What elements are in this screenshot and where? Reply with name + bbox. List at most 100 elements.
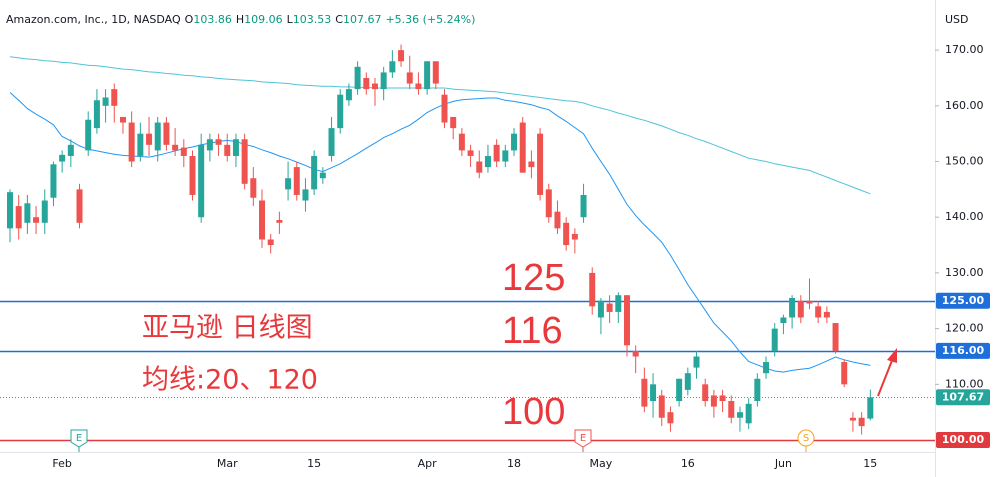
chart-header: Amazon.com, Inc., 1D, NASDAQ O103.86 H109.… bbox=[6, 13, 475, 26]
moving-average bbox=[9, 56, 871, 195]
candle-body bbox=[85, 119, 92, 151]
candle bbox=[623, 295, 630, 357]
annotation: 125 bbox=[502, 257, 565, 299]
candle bbox=[59, 150, 66, 173]
candle-body bbox=[15, 206, 22, 229]
candle bbox=[198, 133, 205, 223]
candle bbox=[163, 116, 170, 151]
price-label-box bbox=[936, 292, 990, 309]
candle-body bbox=[597, 300, 604, 318]
candle-body bbox=[415, 83, 422, 90]
candle bbox=[476, 150, 483, 179]
candle bbox=[632, 345, 639, 374]
candle-body bbox=[319, 172, 326, 179]
annotation: 100 bbox=[502, 391, 565, 433]
candle-body bbox=[276, 220, 283, 223]
x-tick-label: Mar bbox=[217, 457, 238, 470]
annotation: 均线:20、120 bbox=[142, 365, 318, 396]
x-tick-label: Feb bbox=[52, 457, 71, 470]
candle-body bbox=[745, 403, 752, 424]
candle-body bbox=[345, 89, 352, 101]
candle bbox=[493, 139, 500, 168]
candle-body bbox=[641, 378, 648, 407]
candle bbox=[302, 178, 309, 212]
y-tick-label: 170.00 bbox=[945, 43, 984, 56]
candle bbox=[528, 150, 535, 179]
candle bbox=[259, 189, 266, 248]
x-tick-label: Apr bbox=[418, 457, 438, 470]
event-badge bbox=[574, 429, 592, 448]
candle bbox=[67, 139, 74, 168]
candle-body bbox=[398, 50, 405, 62]
candle bbox=[597, 297, 604, 335]
candle-body bbox=[571, 233, 578, 240]
candle bbox=[441, 89, 448, 129]
price-label: 116.00 bbox=[942, 344, 985, 357]
event-badge bbox=[797, 429, 815, 447]
candle-body bbox=[511, 133, 518, 151]
candle-body bbox=[554, 211, 561, 229]
candle-body bbox=[823, 311, 830, 318]
candle bbox=[554, 200, 561, 234]
candle-body bbox=[180, 147, 187, 156]
candle-body bbox=[832, 323, 839, 351]
candle bbox=[615, 292, 622, 324]
candle bbox=[276, 211, 283, 234]
change-value: +5.36 (+5.24%) bbox=[385, 13, 475, 26]
close-label: C bbox=[335, 13, 343, 26]
x-tick-label: 16 bbox=[681, 457, 695, 470]
candle bbox=[458, 128, 465, 156]
candle-body bbox=[363, 77, 370, 90]
candle-body bbox=[849, 417, 856, 421]
candle-body bbox=[467, 150, 474, 156]
candle-body bbox=[215, 139, 222, 145]
candle bbox=[571, 228, 578, 254]
candle bbox=[311, 150, 318, 195]
candle-body bbox=[337, 94, 344, 129]
candle bbox=[33, 206, 40, 234]
price-label: 107.67 bbox=[942, 390, 984, 403]
y-tick-label: 110.00 bbox=[945, 377, 984, 390]
candle bbox=[371, 77, 378, 106]
price-label: 125.00 bbox=[942, 294, 985, 307]
candle bbox=[389, 50, 396, 78]
candle-body bbox=[623, 295, 630, 346]
candle-body bbox=[102, 97, 109, 106]
event-label: E bbox=[580, 433, 586, 444]
candle-body bbox=[519, 122, 526, 173]
candle-body bbox=[789, 297, 796, 318]
open-value: 103.86 bbox=[193, 13, 232, 26]
candle-body bbox=[606, 303, 613, 312]
candle-body bbox=[241, 139, 248, 184]
candle-body bbox=[285, 178, 292, 190]
candle bbox=[232, 133, 239, 168]
candle bbox=[398, 44, 405, 67]
candle-body bbox=[858, 417, 865, 427]
candle bbox=[363, 72, 370, 95]
candle bbox=[771, 323, 778, 357]
candle bbox=[241, 133, 248, 190]
open-label: O bbox=[185, 13, 194, 26]
low-label: L bbox=[287, 13, 294, 26]
candle bbox=[224, 133, 231, 162]
candle bbox=[180, 139, 187, 168]
candle bbox=[832, 323, 839, 354]
candle bbox=[450, 116, 457, 140]
candle-body bbox=[224, 144, 231, 156]
candle-body bbox=[763, 362, 770, 374]
candle bbox=[154, 116, 161, 162]
candle-body bbox=[328, 128, 335, 156]
candle bbox=[745, 398, 752, 429]
candle-body bbox=[771, 328, 778, 351]
candle-body bbox=[371, 83, 378, 90]
candle-body bbox=[780, 317, 787, 324]
candle bbox=[511, 128, 518, 156]
arrow-head bbox=[887, 348, 897, 363]
candle bbox=[849, 412, 856, 432]
candle-body bbox=[693, 356, 700, 368]
candle-body bbox=[528, 161, 535, 168]
candle-body bbox=[815, 306, 822, 318]
candle bbox=[736, 406, 743, 432]
candle-body bbox=[484, 155, 491, 168]
